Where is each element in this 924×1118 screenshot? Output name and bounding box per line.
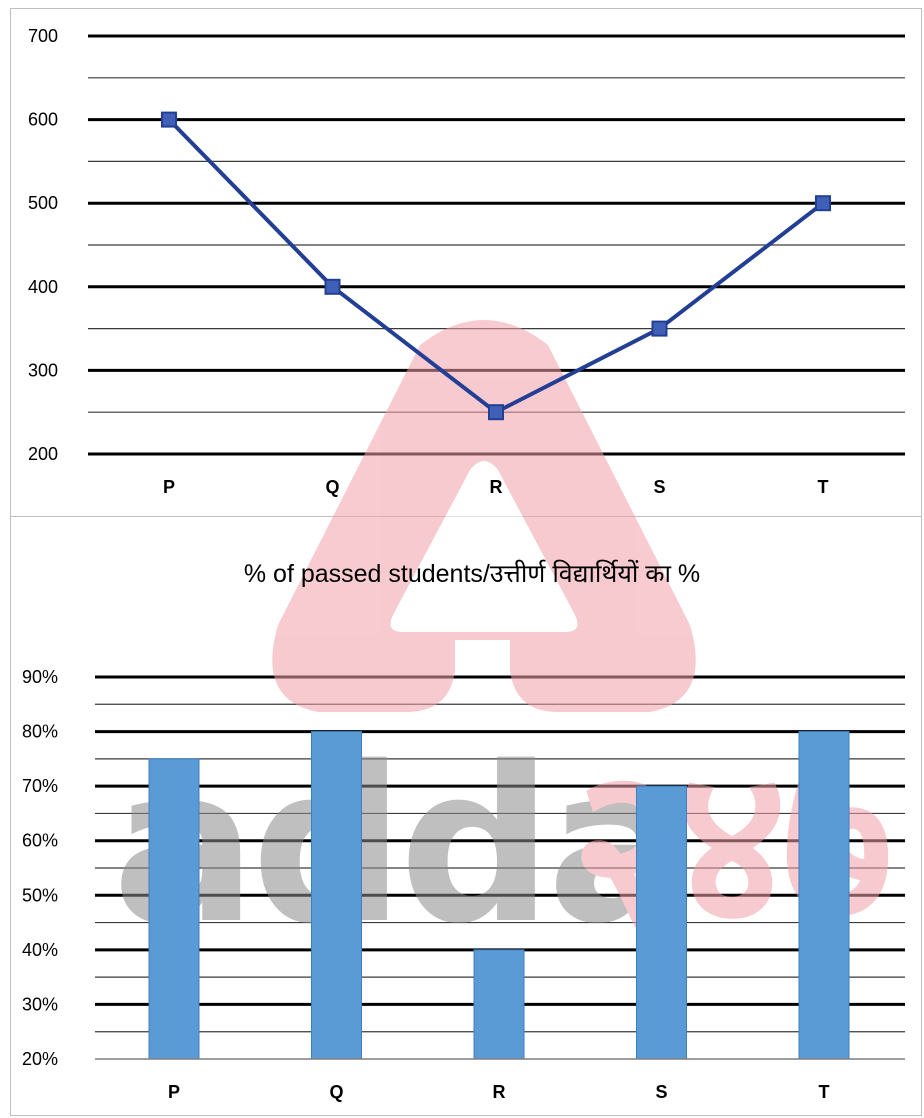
bar-chart-y-tick-label: 80% [22,722,58,742]
bar-chart-y-tick-label: 70% [22,776,58,796]
line-chart-x-tick-label: S [653,477,665,497]
bar-S [636,785,687,1060]
line-point-marker [815,195,831,212]
bar-chart-x-tick-label: R [493,1082,506,1102]
bar-R [473,949,525,1060]
bar-chart-x-tick-label: Q [329,1082,343,1102]
watermark-text-gray: adda [112,720,686,971]
bar-chart-y-tick-label: 50% [22,885,58,905]
bar-chart-y-tick-label: 60% [22,831,58,851]
line-point-marker [651,320,668,337]
bar-chart-y-tick-label: 90% [22,667,58,687]
line-chart-y-tick-label: 700 [28,26,58,46]
watermark-triangle-hole [390,461,578,632]
line-chart-y-tick-label: 400 [28,277,58,297]
bar-chart-x-tick-label: S [655,1082,667,1102]
bar-P [148,758,200,1060]
marks-layer [95,111,905,1060]
bar-chart-title: % of passed students/उत्तीर्ण विद्यार्थि… [244,559,700,588]
line-chart-x-tick-label: R [490,477,503,497]
bar-chart-y-tick-label: 40% [22,940,58,960]
bar-chart-y-tick-label: 20% [22,1049,58,1069]
line-chart-x-tick-label: P [163,477,175,497]
line-chart-y-tick-label: 600 [28,110,58,130]
line-chart-y-tick-label: 300 [28,360,58,380]
line-point-marker [324,278,341,295]
adda247-watermark-logo: adda २४७ [112,320,895,971]
line-chart-x-tick-label: Q [325,477,339,497]
line-point-marker [161,111,177,128]
line-point-marker [488,404,504,421]
line-chart-x-tick-label: T [818,477,829,497]
bar-chart-x-tick-label: T [819,1082,830,1102]
chart-frame [10,8,922,1116]
bar-T [798,731,850,1060]
line-chart-y-tick-label: 500 [28,193,58,213]
line-chart-y-tick-label: 200 [28,444,58,464]
bar-chart-x-tick-label: P [168,1082,180,1102]
bar-Q [311,731,362,1060]
bar-chart-y-tick-label: 30% [22,994,58,1014]
labels-layer: 200 300 400 500 600 700 P Q R S T 20% 30% 40% 50% 60% 70… [22,26,830,1102]
